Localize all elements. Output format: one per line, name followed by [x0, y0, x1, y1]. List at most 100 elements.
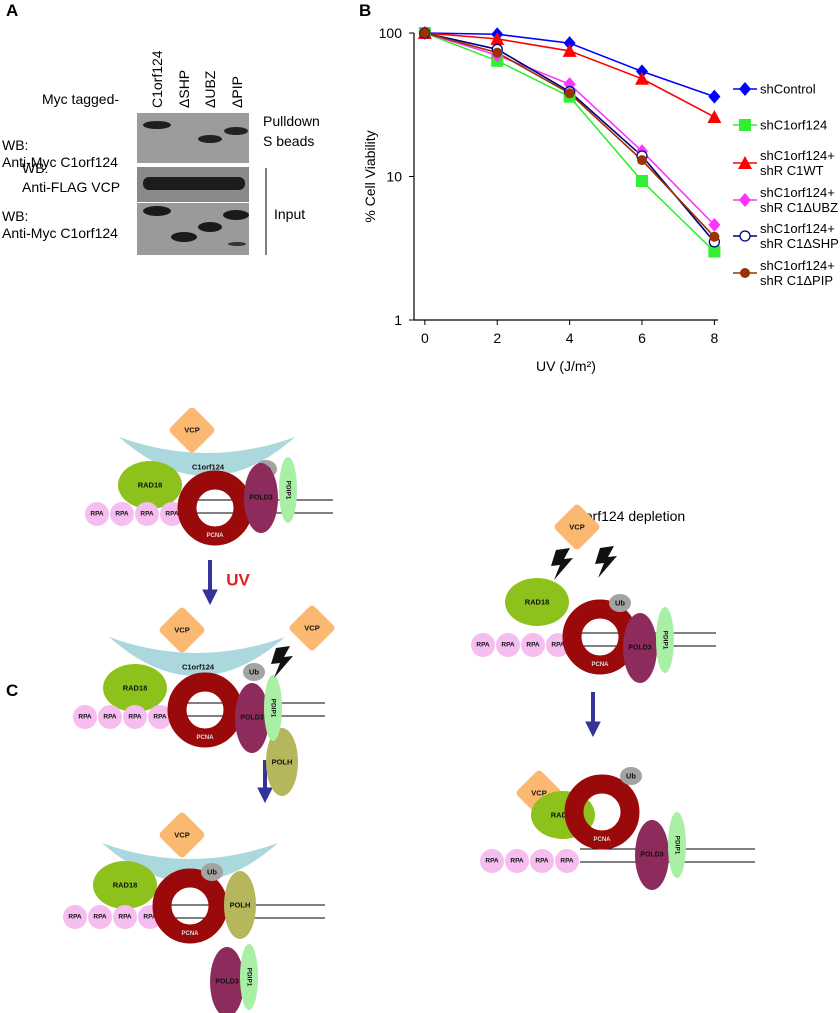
- panel-label: A: [6, 1, 19, 20]
- y-tick-label: 100: [379, 25, 403, 41]
- x-axis-label: UV (J/m²): [536, 358, 596, 374]
- legend-marker: [739, 193, 751, 207]
- rad18-shape: [505, 578, 569, 626]
- protein-label: RAD18: [525, 598, 550, 607]
- pcna-ring: [562, 599, 638, 675]
- protein-label: RPA: [551, 642, 565, 649]
- rpa-shape: [471, 633, 495, 657]
- pdip1-shape: [668, 812, 686, 878]
- ub-shape: [201, 863, 223, 881]
- x-tick-label: 4: [566, 330, 574, 346]
- protein-label: POLD3: [628, 645, 651, 652]
- blot-note: Pulldown S beads: [263, 113, 320, 149]
- pold3-shape: [635, 820, 669, 890]
- legend-marker: [740, 268, 750, 278]
- blot-band: [143, 177, 245, 190]
- protein-label: POLD3: [640, 852, 663, 859]
- x-tick-label: 6: [638, 330, 646, 346]
- protein-label: VCP: [531, 789, 546, 798]
- legend-label: shC1orf124+ shR C1WT: [760, 148, 835, 178]
- column-header: C1orf124: [149, 50, 165, 108]
- protein-label: PCNA: [591, 662, 609, 668]
- protein-label: RPA: [90, 511, 104, 518]
- protein-label: RPA: [510, 858, 524, 865]
- protein-label: RPA: [526, 642, 540, 649]
- polh-shape: [266, 728, 298, 796]
- rpa-shape: [480, 849, 504, 873]
- y-tick-label: 10: [386, 169, 402, 185]
- rpa-shape: [88, 905, 112, 929]
- protein-label: RPA: [501, 642, 515, 649]
- panel-label: B: [359, 1, 372, 20]
- uv-label: UV: [226, 571, 250, 590]
- protein-label: POLD3: [215, 979, 238, 986]
- protein-label: RPA: [476, 642, 490, 649]
- polh-shape: [224, 871, 256, 939]
- protein-label: RAD18: [138, 481, 163, 490]
- pdip1-shape: [264, 675, 282, 741]
- protein-label: RPA: [140, 511, 154, 518]
- ub-shape: [243, 663, 265, 681]
- ub-shape: [609, 594, 631, 612]
- rpa-shape: [63, 905, 87, 929]
- row-header: Myc tagged-: [42, 91, 120, 107]
- blot-band: [223, 210, 249, 220]
- pdip1-shape: [656, 607, 674, 673]
- protein-label: RAD18: [113, 881, 138, 890]
- series-line: [424, 32, 715, 238]
- protein-label: RPA: [115, 511, 129, 518]
- x-tick-label: 8: [710, 330, 718, 346]
- rpa-shape: [113, 905, 137, 929]
- column-header: ΔUBZ: [202, 70, 218, 108]
- legend-label: shC1orf124: [760, 117, 828, 133]
- data-point: [562, 43, 577, 57]
- protein-label: PCNA: [181, 931, 199, 937]
- rpa-shape: [555, 849, 579, 873]
- data-point: [708, 89, 721, 104]
- legend-marker: [739, 230, 751, 242]
- protein-label: RPA: [560, 858, 574, 865]
- blot-label: WB: Anti-Myc C1orf124: [2, 137, 118, 170]
- data-point: [708, 245, 721, 258]
- ub-shape: [620, 767, 642, 785]
- data-point: [492, 47, 503, 58]
- protein-label: RPA: [153, 714, 167, 721]
- protein-label: Ub: [207, 868, 217, 877]
- data-point: [636, 175, 648, 188]
- rpa-shape: [148, 705, 172, 729]
- pdip1-shape: [240, 944, 258, 1010]
- x-tick-label: 0: [421, 330, 429, 346]
- column-header: ΔPIP: [229, 76, 245, 108]
- rpa-shape: [98, 705, 122, 729]
- pold3-shape: [235, 683, 269, 753]
- data-point: [635, 71, 649, 85]
- protein-label: PDIP1: [662, 631, 669, 650]
- y-tick-label: 1: [394, 312, 402, 328]
- vcp-shape: [159, 607, 205, 653]
- pold3-shape: [623, 613, 657, 683]
- protein-label: RPA: [93, 914, 107, 921]
- data-point: [708, 217, 721, 232]
- blot-band: [198, 135, 222, 143]
- pold3-shape: [244, 463, 278, 533]
- legend-label: shC1orf124+ shR C1ΔSHP: [760, 221, 839, 251]
- protein-label: PCNA: [593, 837, 611, 843]
- rad18-shape: [118, 461, 182, 509]
- arrow: [202, 560, 601, 804]
- panel-label: C: [6, 681, 19, 700]
- column-header: ΔSHP: [176, 70, 192, 108]
- lightning: [595, 546, 617, 578]
- legend-label: shC1orf124+ shR C1ΔPIP: [760, 258, 835, 288]
- protein-label: POLH: [272, 758, 293, 767]
- data-point: [707, 109, 722, 123]
- protein-label: RPA: [103, 714, 117, 721]
- protein-label: C1orf124: [182, 663, 215, 672]
- y-axis-label: % Cell Viability: [362, 130, 378, 222]
- series-line: [424, 32, 715, 243]
- pcna-ring: [564, 774, 640, 850]
- protein-label: POLD3: [240, 715, 263, 722]
- vcp-shape: [169, 407, 215, 453]
- legend-label: shControl: [760, 81, 816, 97]
- data-point: [709, 231, 720, 242]
- protein-label: RPA: [118, 914, 132, 921]
